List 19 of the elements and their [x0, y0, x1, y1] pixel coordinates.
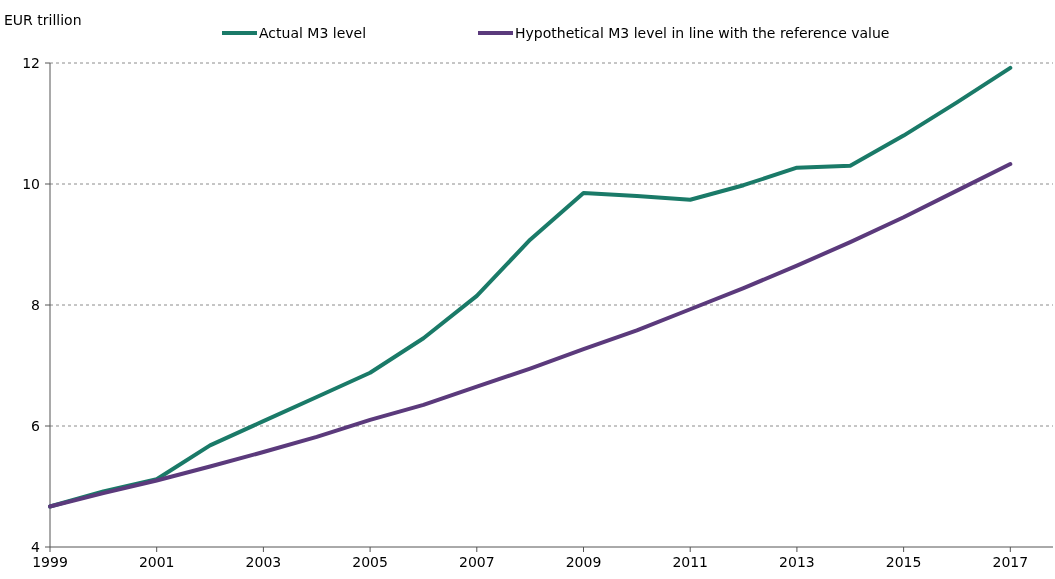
x-tick-label: 1999	[32, 554, 68, 570]
legend-label: Actual M3 level	[259, 24, 367, 41]
legend-label: Hypothetical M3 level in line with the reference value	[515, 24, 890, 41]
y-tick-label: 6	[31, 417, 41, 434]
line-series	[48, 162, 1013, 509]
x-tick-label: 2015	[885, 554, 922, 570]
y-tick-label: 10	[22, 175, 40, 192]
x-tick-label: 2009	[565, 554, 602, 570]
x-tick-label: 2005	[352, 554, 388, 570]
x-tick-label: 2013	[779, 554, 815, 570]
x-tick-label: 2007	[458, 554, 495, 570]
y-tick-label: 4	[31, 538, 41, 555]
x-tick-label: 2011	[672, 554, 709, 570]
x-tick-label: 2003	[245, 554, 282, 570]
y-tick-label: 8	[31, 296, 40, 313]
x-tick-label: 2001	[138, 554, 175, 570]
x-tick-label: 2017	[992, 554, 1029, 570]
y-tick-label: 12	[22, 54, 40, 71]
y-axis-title: EUR trillion	[4, 12, 82, 28]
